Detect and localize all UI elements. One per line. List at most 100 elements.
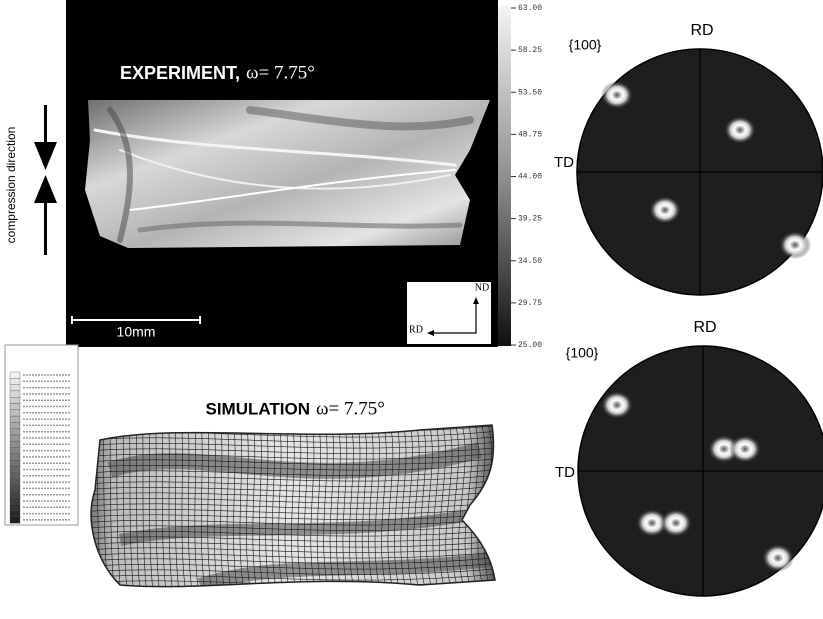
experiment-angle: ω= 7.75° — [246, 62, 315, 83]
mesh-line — [213, 425, 219, 587]
mesh-line — [291, 425, 297, 587]
mesh-line — [258, 425, 264, 587]
legend-swatch — [9, 384, 21, 392]
legend-swatch — [9, 453, 21, 461]
pole-spot — [762, 544, 794, 572]
mesh-line — [207, 425, 212, 587]
pole-spot — [601, 81, 633, 109]
mesh-line — [91, 463, 495, 471]
mesh-line — [91, 573, 495, 581]
mesh-line — [91, 436, 495, 443]
legend-swatch — [9, 403, 21, 410]
legend-swatch — [9, 397, 21, 404]
mesh-line — [91, 562, 495, 570]
legend-swatch — [9, 390, 21, 398]
mesh-line — [374, 425, 381, 587]
simulation-angle: ω= 7.75° — [316, 398, 385, 419]
mesh-line — [91, 540, 495, 548]
colorbar-tick-label: 48.75 — [518, 130, 542, 139]
mesh-line — [91, 452, 495, 460]
legend-swatch — [9, 472, 21, 480]
colorbar-tick-label: 39.25 — [518, 215, 542, 224]
pole-plane-label: {100} — [566, 345, 599, 361]
mesh-line — [91, 568, 495, 575]
mesh-line — [91, 557, 495, 564]
mesh-line — [361, 425, 368, 587]
pole-spot — [660, 509, 692, 537]
legend-swatch — [9, 497, 21, 505]
legend-swatch — [9, 422, 21, 429]
colorbar-ticks: 63.00 58.25 53.50 48.75 44.00 39.25 34.50 29.75… — [511, 4, 542, 350]
legend-swatch — [9, 491, 21, 499]
legend-swatch — [9, 447, 21, 455]
legend-swatch — [9, 466, 21, 473]
colorbar-tick-label: 63.00 — [518, 4, 542, 13]
colorbar-tick-label: 25.00 — [518, 341, 542, 350]
mesh-line — [413, 425, 420, 587]
mesh-line — [91, 502, 495, 509]
axes-arrowheads — [427, 297, 479, 336]
mesh-line — [387, 425, 394, 587]
mesh-line — [304, 425, 310, 587]
axis-nd: ND — [475, 282, 489, 293]
compression-label: compression direction — [4, 127, 18, 244]
legend-swatch — [9, 428, 21, 436]
mesh-line — [451, 425, 459, 587]
mesh-line — [91, 496, 495, 504]
mesh-line — [239, 425, 245, 587]
mesh-line — [200, 425, 206, 587]
mesh-line — [368, 425, 375, 587]
axis-rd: RD — [409, 324, 423, 335]
mesh-line — [91, 551, 495, 559]
mesh-line — [406, 425, 414, 587]
colorbar-tick-label: 44.00 — [518, 173, 542, 182]
mesh-line — [84, 420, 88, 592]
mesh-line — [91, 485, 495, 493]
axes-inset — [407, 282, 491, 344]
legend-swatch — [9, 434, 21, 442]
mesh-line — [381, 425, 388, 587]
simulation-legend — [4, 344, 79, 526]
mesh-line — [342, 425, 349, 587]
legend-swatch — [9, 378, 21, 385]
axes-lines — [430, 300, 477, 334]
mesh-line — [419, 425, 427, 587]
mesh-line — [349, 425, 355, 587]
pole-left-label: TD — [554, 154, 574, 171]
compression-arrows — [34, 105, 57, 255]
mesh-line — [91, 546, 495, 553]
experiment-title: EXPERIMENT, — [120, 63, 240, 83]
mesh-line — [226, 425, 232, 587]
mesh-line — [91, 513, 495, 520]
mesh-line — [91, 458, 495, 465]
mesh-line — [91, 529, 495, 537]
mesh-line — [91, 507, 495, 515]
mesh-line — [400, 425, 407, 587]
scale-bar-label: 10mm — [117, 324, 156, 340]
legend-swatch — [9, 510, 21, 518]
mesh-line — [91, 480, 495, 487]
experiment-map — [85, 100, 490, 248]
mesh-line — [91, 447, 495, 454]
legend-swatch — [9, 409, 21, 417]
pole-top-label: RD — [693, 319, 716, 336]
mesh-line — [336, 425, 342, 587]
mesh-line — [323, 425, 329, 587]
colorbar-tick-label: 58.25 — [518, 46, 542, 55]
mesh-outline — [90, 424, 496, 588]
pole-spot — [649, 196, 681, 224]
legend-swatch — [9, 415, 21, 423]
mesh-line — [310, 425, 316, 587]
mesh-line — [233, 425, 238, 587]
mesh-line — [464, 425, 473, 587]
pole-plane-label: {100} — [569, 37, 602, 53]
mesh-line — [265, 425, 271, 587]
mesh-line — [246, 425, 251, 587]
pole-spot — [729, 435, 761, 463]
simulation-title: SIMULATION — [205, 399, 310, 418]
pole-spot — [724, 116, 756, 144]
mesh-line — [91, 491, 495, 498]
mesh-line — [91, 535, 495, 542]
pole-figures: RD {100} TD RD {100} TD — [554, 22, 823, 597]
